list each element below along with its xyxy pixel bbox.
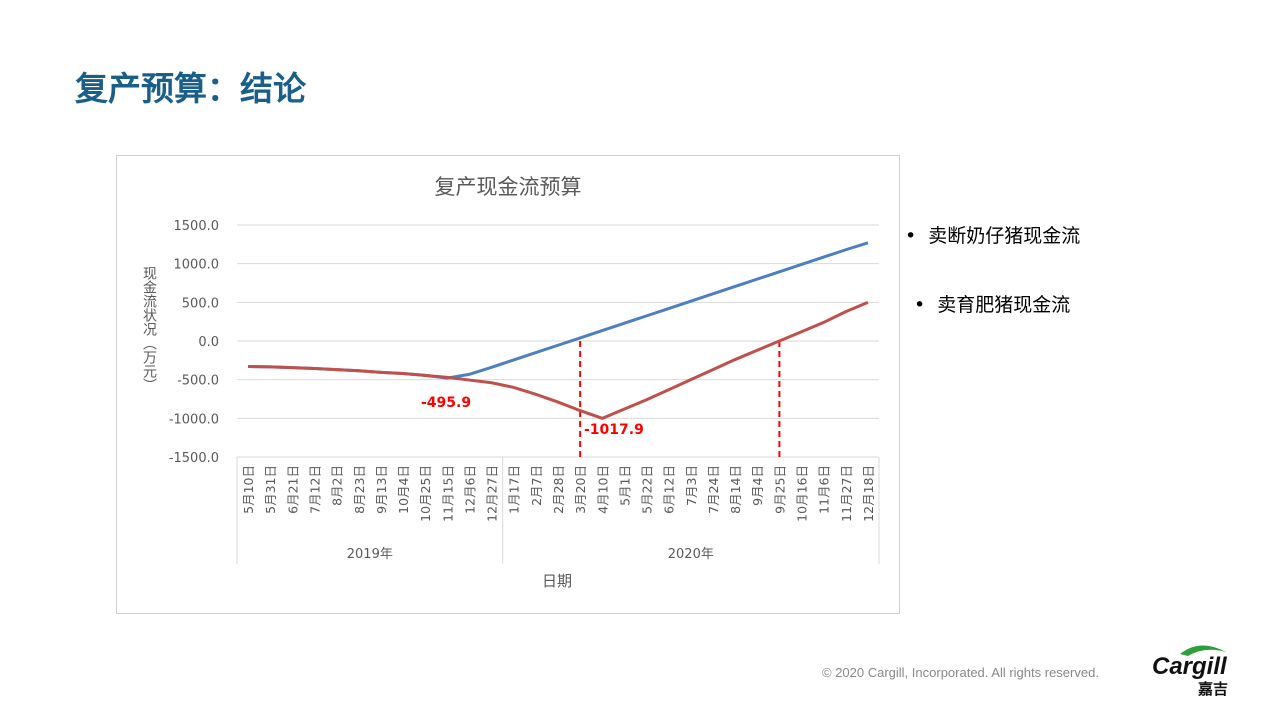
group-label: 2019年	[347, 547, 393, 562]
legend-label: 卖育肥猪现金流	[937, 294, 1071, 316]
line-chart: 复产现金流预算 1500.0 1000.0 500.0 0.0 -500.0 -1000.0…	[141, 175, 880, 590]
x-tick-label: 4月10日	[595, 465, 610, 514]
x-tick-label: 3月20日	[573, 465, 588, 514]
x-tick-label: 6月21日	[285, 465, 300, 514]
x-tick-label: 12月27日	[485, 465, 500, 522]
y-tick-label: 1000.0	[174, 258, 220, 273]
x-tick-label: 10月25日	[418, 465, 433, 522]
x-axis-label: 日期	[542, 572, 572, 590]
data-label: -1017.9	[584, 422, 644, 438]
x-tick-label: 8月23日	[352, 465, 367, 514]
x-tick-label: 11月6日	[817, 465, 832, 514]
legend-item-weaner: • 卖断奶仔猪现金流	[905, 225, 1081, 247]
x-tick-label: 1月17日	[507, 465, 522, 514]
x-tick-label: 5月1日	[617, 465, 632, 506]
chart-title: 复产现金流预算	[435, 175, 582, 199]
legend-label: 卖断奶仔猪现金流	[928, 225, 1081, 247]
group-label: 2020年	[668, 547, 714, 562]
y-tick-label: -1000.0	[169, 412, 219, 427]
x-tick-label: 9月13日	[374, 465, 389, 514]
x-tick-label: 10月4日	[396, 465, 411, 514]
series-line	[248, 300, 869, 420]
x-tick-label: 11月27日	[839, 465, 854, 522]
y-tick-label: 500.0	[182, 296, 219, 311]
series-line	[248, 241, 869, 380]
y-tick-label: -500.0	[177, 374, 219, 389]
data-label: -495.9	[421, 395, 471, 411]
y-axis-label: 现金流状况（万元）	[141, 266, 157, 392]
y-tick-label: -1500.0	[169, 451, 219, 466]
x-tick-label: 7月3日	[684, 465, 699, 506]
svg-text:嘉吉: 嘉吉	[1197, 680, 1228, 698]
cargill-logo: Cargill 嘉吉	[1152, 645, 1228, 698]
chart-container: 复产现金流预算 1500.0 1000.0 500.0 0.0 -500.0 -1000.0…	[116, 155, 900, 614]
y-tick-label: 1500.0	[174, 219, 220, 234]
x-tick-label: 11月15日	[440, 465, 455, 522]
x-tick-label: 12月18日	[861, 465, 876, 522]
x-tick-label: 7月12日	[307, 465, 322, 514]
x-tick-label: 8月2日	[330, 465, 345, 506]
y-tick-label: 0.0	[198, 335, 219, 350]
x-tick-label: 2月28日	[551, 465, 566, 514]
x-tick-label: 9月25日	[772, 465, 787, 514]
x-tick-label: 9月4日	[750, 465, 765, 506]
x-tick-label: 5月31日	[263, 465, 278, 514]
x-tick-label: 10月16日	[795, 465, 810, 522]
x-tick-label: 5月10日	[241, 465, 256, 514]
x-tick-label: 8月14日	[728, 465, 743, 514]
x-tick-label: 7月24日	[706, 465, 721, 514]
page-title: 复产预算：结论	[75, 69, 306, 108]
x-tick-label: 5月22日	[640, 465, 655, 514]
copyright: © 2020 Cargill, Incorporated. All rights…	[822, 665, 1099, 680]
svg-text:Cargill: Cargill	[1152, 653, 1228, 680]
x-tick-label: 2月7日	[529, 465, 544, 506]
x-tick-label: 6月12日	[662, 465, 677, 514]
x-tick-label: 12月6日	[462, 465, 477, 514]
legend-item-finisher: • 卖育肥猪现金流	[914, 294, 1071, 316]
